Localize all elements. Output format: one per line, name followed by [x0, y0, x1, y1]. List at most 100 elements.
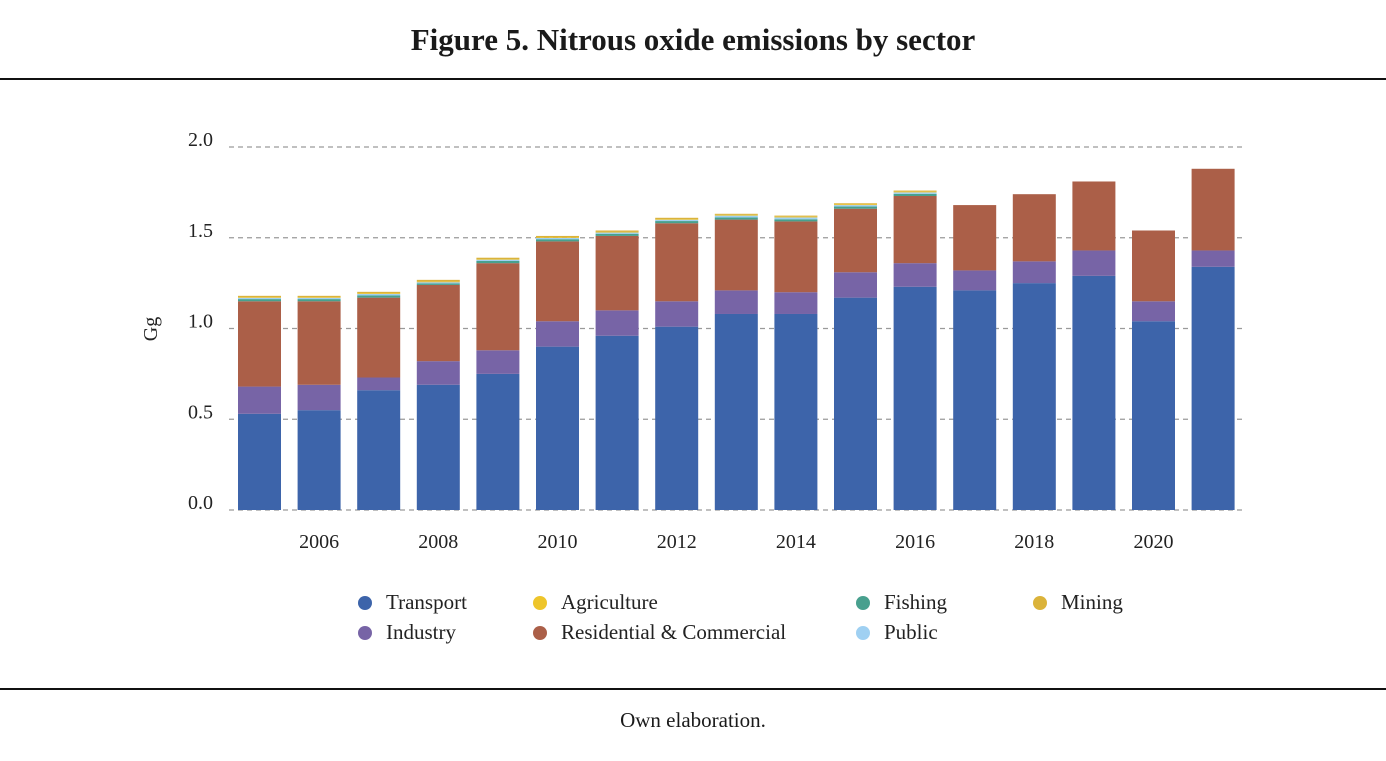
- bar-segment-public-2006: [297, 297, 341, 300]
- bar-stack-2016: [893, 190, 937, 510]
- bar-segment-mining-2007: [357, 291, 401, 294]
- bar-segment-transport-2007: [357, 390, 401, 510]
- bar-segment-industry-2012: [655, 301, 699, 327]
- legend-item-industry: Industry: [358, 620, 456, 645]
- legend: Transport Agriculture Fishing Mining Industr…: [358, 590, 1158, 650]
- bar-stack-2017: [953, 205, 997, 510]
- bar-stack-2007: [357, 291, 401, 510]
- bar-segment-residential-commercial-2018: [1012, 194, 1056, 262]
- legend-label: Fishing: [884, 590, 948, 614]
- bar-segment-fishing-2015: [834, 206, 877, 209]
- bar-segment-residential-commercial-2013: [714, 219, 758, 291]
- x-tick-label: 2012: [657, 531, 697, 553]
- bar-stack-2015: [834, 203, 877, 510]
- bar-segment-mining-2016: [893, 190, 937, 192]
- y-tick-label: 1.5: [188, 220, 213, 242]
- bar-segment-industry-2016: [893, 263, 937, 287]
- bar-segment-public-2007: [357, 294, 401, 296]
- bar-segment-public-2012: [655, 219, 699, 222]
- bar-stack-2014: [774, 215, 818, 510]
- x-tick-label: 2010: [538, 531, 578, 553]
- stacked-bar-chart: 0.00.51.01.52.0 Gg 2006 2008 2010 2012 2014 2…: [140, 129, 1246, 553]
- bar-segment-residential-commercial-2019: [1072, 181, 1116, 251]
- bar-segment-industry-2017: [953, 270, 997, 291]
- bar-stack-2020: [1132, 230, 1175, 510]
- bar-segment-agriculture-2005: [238, 297, 281, 298]
- bar-segment-residential-commercial-2009: [476, 263, 520, 351]
- bar-stack-2008: [416, 279, 460, 510]
- legend-marker-icon: [358, 595, 372, 610]
- bar-segment-residential-commercial-2006: [297, 301, 341, 385]
- y-tick-label: 0.0: [188, 492, 213, 514]
- figure-title: Figure 5. Nitrous oxide emissions by sec…: [410, 22, 976, 57]
- bar-segment-agriculture-2010: [536, 237, 579, 238]
- bar-segment-mining-2009: [476, 257, 520, 260]
- bar-segment-agriculture-2006: [297, 297, 341, 298]
- bar-segment-public-2010: [536, 237, 579, 240]
- bar-segment-public-2015: [834, 205, 877, 207]
- bar-segment-fishing-2009: [476, 260, 520, 264]
- x-tick-label: 2018: [1014, 531, 1054, 553]
- legend-label: Agriculture: [561, 590, 658, 614]
- bar-segment-industry-2021: [1191, 250, 1235, 267]
- bar-segment-transport-2006: [297, 410, 341, 510]
- x-tick-label: 2006: [299, 531, 339, 553]
- bar-segment-fishing-2008: [416, 283, 460, 285]
- bar-segment-mining-2013: [714, 213, 758, 215]
- bar-segment-public-2014: [774, 217, 818, 220]
- bar-segment-agriculture-2011: [595, 231, 639, 233]
- source-note: Own elaboration.: [620, 708, 766, 732]
- bar-stack-2021: [1191, 168, 1235, 510]
- bar-segment-public-2009: [476, 259, 520, 261]
- bar-stack-2019: [1072, 181, 1116, 510]
- bar-segment-residential-commercial-2017: [953, 205, 997, 271]
- legend-label: Residential & Commercial: [561, 620, 787, 644]
- bar-segment-fishing-2014: [774, 219, 818, 222]
- bar-segment-transport-2016: [893, 286, 937, 510]
- bar-segment-mining-2012: [655, 217, 699, 220]
- bar-segment-transport-2021: [1191, 266, 1235, 510]
- legend-item-agriculture: Agriculture: [533, 590, 658, 615]
- bar-segment-industry-2009: [476, 350, 520, 374]
- bar-segment-industry-2005: [238, 386, 281, 414]
- legend-item-mining: Mining: [1033, 590, 1123, 615]
- bar-segment-industry-2008: [416, 361, 460, 385]
- bar-segment-residential-commercial-2007: [357, 297, 401, 378]
- bars: [238, 168, 1235, 510]
- bar-stack-2010: [536, 235, 579, 510]
- bar-segment-industry-2019: [1072, 250, 1116, 276]
- bar-segment-agriculture-2012: [655, 219, 699, 220]
- x-axis-ticks: 2006 2008 2010 2012 2014 2016 2018 2020: [299, 531, 1173, 553]
- bar-segment-industry-2015: [834, 272, 877, 298]
- y-axis-label: Gg: [140, 317, 162, 341]
- bar-segment-residential-commercial-2016: [893, 196, 937, 264]
- bar-segment-agriculture-2014: [774, 216, 818, 218]
- bar-segment-fishing-2016: [893, 193, 937, 197]
- bar-segment-industry-2013: [714, 290, 758, 314]
- bar-stack-2006: [297, 295, 341, 510]
- bar-segment-industry-2011: [595, 310, 639, 336]
- bar-stack-2013: [714, 213, 758, 510]
- bar-segment-mining-2010: [536, 235, 579, 238]
- bar-segment-fishing-2013: [714, 217, 758, 220]
- bar-segment-industry-2014: [774, 292, 818, 314]
- bar-segment-transport-2015: [834, 297, 877, 510]
- bar-segment-fishing-2010: [536, 239, 579, 242]
- bar-segment-agriculture-2008: [416, 281, 460, 283]
- bar-segment-industry-2018: [1012, 261, 1056, 284]
- y-tick-label: 2.0: [188, 129, 213, 151]
- legend-marker-icon: [533, 595, 547, 610]
- bar-segment-public-2016: [893, 192, 937, 194]
- bar-segment-mining-2014: [774, 215, 818, 217]
- legend-label: Public: [884, 620, 938, 644]
- bar-segment-agriculture-2015: [834, 204, 877, 206]
- legend-item-public: Public: [856, 620, 938, 645]
- bar-segment-transport-2020: [1132, 321, 1175, 510]
- bar-segment-industry-2007: [357, 377, 401, 391]
- bar-segment-agriculture-2009: [476, 259, 520, 260]
- bar-segment-fishing-2005: [238, 299, 281, 302]
- bar-segment-residential-commercial-2015: [834, 208, 877, 273]
- bar-segment-fishing-2006: [297, 299, 341, 302]
- bar-segment-mining-2006: [297, 295, 341, 298]
- bar-segment-residential-commercial-2014: [774, 221, 818, 293]
